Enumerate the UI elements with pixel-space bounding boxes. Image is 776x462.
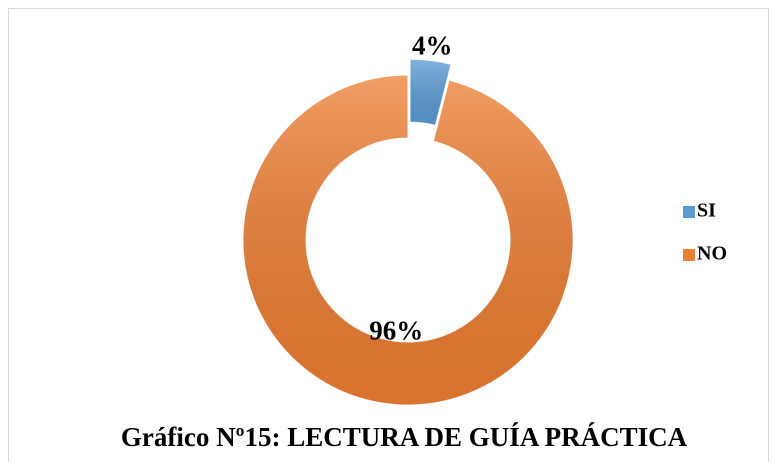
chart-border	[8, 8, 769, 462]
slice	[242, 74, 574, 406]
data-label: 96%	[369, 315, 423, 345]
legend-swatch	[683, 206, 695, 218]
legend-label: SI	[697, 200, 716, 222]
chart-title: Gráfico Nº15: LECTURA DE GUÍA PRÁCTICA	[121, 422, 688, 452]
legend-swatch	[683, 249, 695, 261]
data-label: 4%	[412, 31, 453, 61]
legend-label: NO	[697, 243, 727, 265]
